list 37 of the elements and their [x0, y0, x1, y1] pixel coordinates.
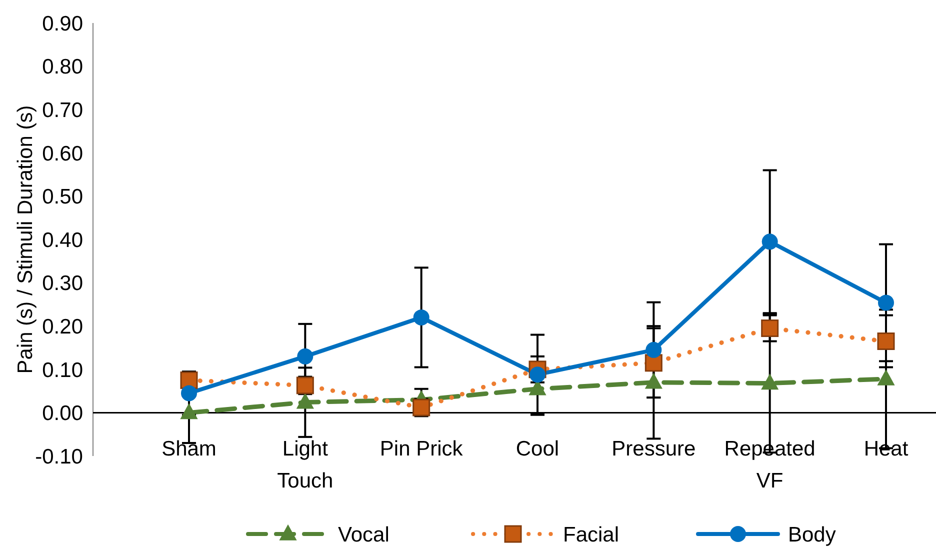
y-tick-label: 0.60	[42, 142, 83, 166]
x-tick-label: Cool	[516, 438, 560, 461]
point	[296, 392, 314, 409]
x-tick-label: Heat	[864, 438, 908, 461]
x-tick-label: Repeated VF	[724, 438, 816, 493]
y-axis-title: Pain (s) / Stimuli Duration (s)	[14, 105, 37, 374]
point	[530, 366, 546, 383]
y-tick-label: 0.90	[42, 12, 83, 36]
point	[877, 369, 895, 386]
y-tick-label: 0.20	[42, 315, 83, 338]
x-tick-label: Sham	[162, 438, 216, 461]
point	[762, 234, 778, 250]
point	[297, 348, 314, 364]
y-tick-label: 0.80	[42, 56, 83, 79]
legend-label: Body	[788, 523, 836, 546]
y-tick-label: 0.50	[42, 186, 83, 209]
point	[413, 309, 430, 326]
y-tick-label: 0.40	[42, 228, 83, 252]
point	[644, 372, 662, 389]
y-tick-label: 0.10	[42, 358, 83, 382]
point	[878, 294, 894, 311]
y-tick-label: 0.70	[42, 98, 83, 122]
y-tick-label: -0.10	[35, 445, 83, 468]
point	[646, 342, 662, 358]
point	[761, 374, 779, 390]
y-tick-label: 0.30	[42, 272, 83, 296]
point	[761, 320, 779, 338]
y-tick-label: 0.00	[42, 402, 83, 426]
point	[877, 332, 895, 350]
point	[180, 403, 198, 420]
legend-label: Facial	[563, 523, 620, 546]
point	[180, 371, 198, 389]
legend-label: Vocal	[338, 523, 390, 546]
point	[181, 385, 197, 402]
x-tick-label: Pressure	[612, 438, 696, 461]
x-tick-label: Light Touch	[277, 438, 334, 493]
x-tick-label: Pin Prick	[380, 438, 464, 461]
